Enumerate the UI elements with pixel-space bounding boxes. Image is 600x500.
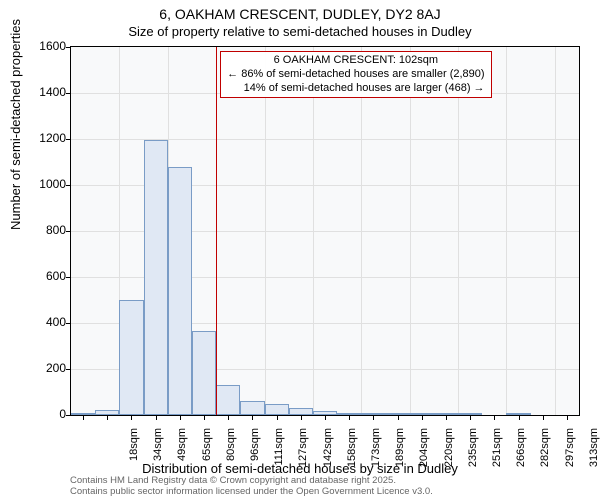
x-tick-mark: [131, 415, 132, 420]
y-tick-mark: [66, 47, 71, 48]
x-tick-mark: [494, 415, 495, 420]
gridline-v: [458, 47, 459, 415]
y-tick-label: 400: [16, 315, 66, 329]
y-tick-mark: [66, 369, 71, 370]
y-tick-label: 1200: [16, 131, 66, 145]
x-tick-label: 49sqm: [176, 428, 188, 483]
x-tick-mark: [204, 415, 205, 420]
annotation-line: 6 OAKHAM CRESCENT: 102sqm: [227, 54, 484, 68]
x-tick-mark: [519, 415, 520, 420]
x-tick-mark: [301, 415, 302, 420]
gridline-v: [506, 47, 507, 415]
x-tick-label: 266sqm: [515, 428, 527, 483]
gridline-v: [313, 47, 314, 415]
y-tick-label: 1600: [16, 39, 66, 53]
x-tick-mark: [156, 415, 157, 420]
chart-title-sub: Size of property relative to semi-detach…: [0, 24, 600, 39]
x-tick-mark: [228, 415, 229, 420]
x-tick-label: 34sqm: [152, 428, 164, 483]
x-tick-mark: [180, 415, 181, 420]
x-tick-mark: [349, 415, 350, 420]
x-tick-label: 204sqm: [418, 428, 430, 483]
y-tick-mark: [66, 323, 71, 324]
y-tick-mark: [66, 185, 71, 186]
x-tick-mark: [543, 415, 544, 420]
x-tick-label: 313sqm: [588, 428, 600, 483]
x-tick-mark: [373, 415, 374, 420]
x-tick-mark: [422, 415, 423, 420]
histogram-bar: [240, 401, 264, 415]
y-tick-mark: [66, 139, 71, 140]
y-tick-label: 1400: [16, 85, 66, 99]
chart-container: 6, OAKHAM CRESCENT, DUDLEY, DY2 8AJ Size…: [0, 0, 600, 500]
y-tick-label: 800: [16, 223, 66, 237]
property-marker-line: [216, 47, 217, 415]
x-tick-mark: [325, 415, 326, 420]
x-tick-label: 111sqm: [273, 428, 285, 483]
annotation-line: ← 86% of semi-detached houses are smalle…: [227, 68, 484, 82]
x-tick-mark: [446, 415, 447, 420]
gridline-v: [265, 47, 266, 415]
histogram-bar: [192, 331, 216, 415]
x-tick-label: 65sqm: [201, 428, 213, 483]
x-tick-mark: [107, 415, 108, 420]
x-tick-label: 189sqm: [394, 428, 406, 483]
y-tick-label: 200: [16, 361, 66, 375]
x-tick-label: 235sqm: [467, 428, 479, 483]
x-tick-label: 142sqm: [322, 428, 334, 483]
histogram-bar: [289, 408, 313, 415]
histogram-bar: [265, 404, 289, 416]
x-tick-label: 173sqm: [370, 428, 382, 483]
y-tick-label: 1000: [16, 177, 66, 191]
x-tick-label: 282sqm: [539, 428, 551, 483]
attribution-line2: Contains public sector information licen…: [70, 487, 433, 498]
x-tick-label: 158sqm: [346, 428, 358, 483]
x-tick-label: 96sqm: [249, 428, 261, 483]
x-tick-label: 220sqm: [443, 428, 455, 483]
x-tick-mark: [83, 415, 84, 420]
x-tick-mark: [470, 415, 471, 420]
histogram-bar: [168, 167, 192, 415]
annotation-line: 14% of semi-detached houses are larger (…: [227, 82, 484, 96]
histogram-bar: [216, 385, 240, 415]
x-tick-label: 297sqm: [564, 428, 576, 483]
y-tick-mark: [66, 93, 71, 94]
x-tick-label: 251sqm: [491, 428, 503, 483]
plot-area: 6 OAKHAM CRESCENT: 102sqm← 86% of semi-d…: [70, 46, 580, 416]
y-tick-mark: [66, 231, 71, 232]
y-tick-mark: [66, 277, 71, 278]
gridline-v: [361, 47, 362, 415]
y-tick-label: 0: [16, 407, 66, 421]
x-tick-label: 80sqm: [225, 428, 237, 483]
x-tick-mark: [398, 415, 399, 420]
x-tick-mark: [252, 415, 253, 420]
x-tick-label: 18sqm: [128, 428, 140, 483]
gridline-v: [410, 47, 411, 415]
y-tick-label: 600: [16, 269, 66, 283]
y-tick-mark: [66, 415, 71, 416]
histogram-bar: [119, 300, 143, 415]
chart-title-main: 6, OAKHAM CRESCENT, DUDLEY, DY2 8AJ: [0, 6, 600, 22]
x-tick-mark: [277, 415, 278, 420]
gridline-v: [555, 47, 556, 415]
x-tick-label: 127sqm: [297, 428, 309, 483]
x-tick-mark: [567, 415, 568, 420]
histogram-bar: [144, 140, 168, 415]
annotation-box: 6 OAKHAM CRESCENT: 102sqm← 86% of semi-d…: [220, 51, 491, 98]
